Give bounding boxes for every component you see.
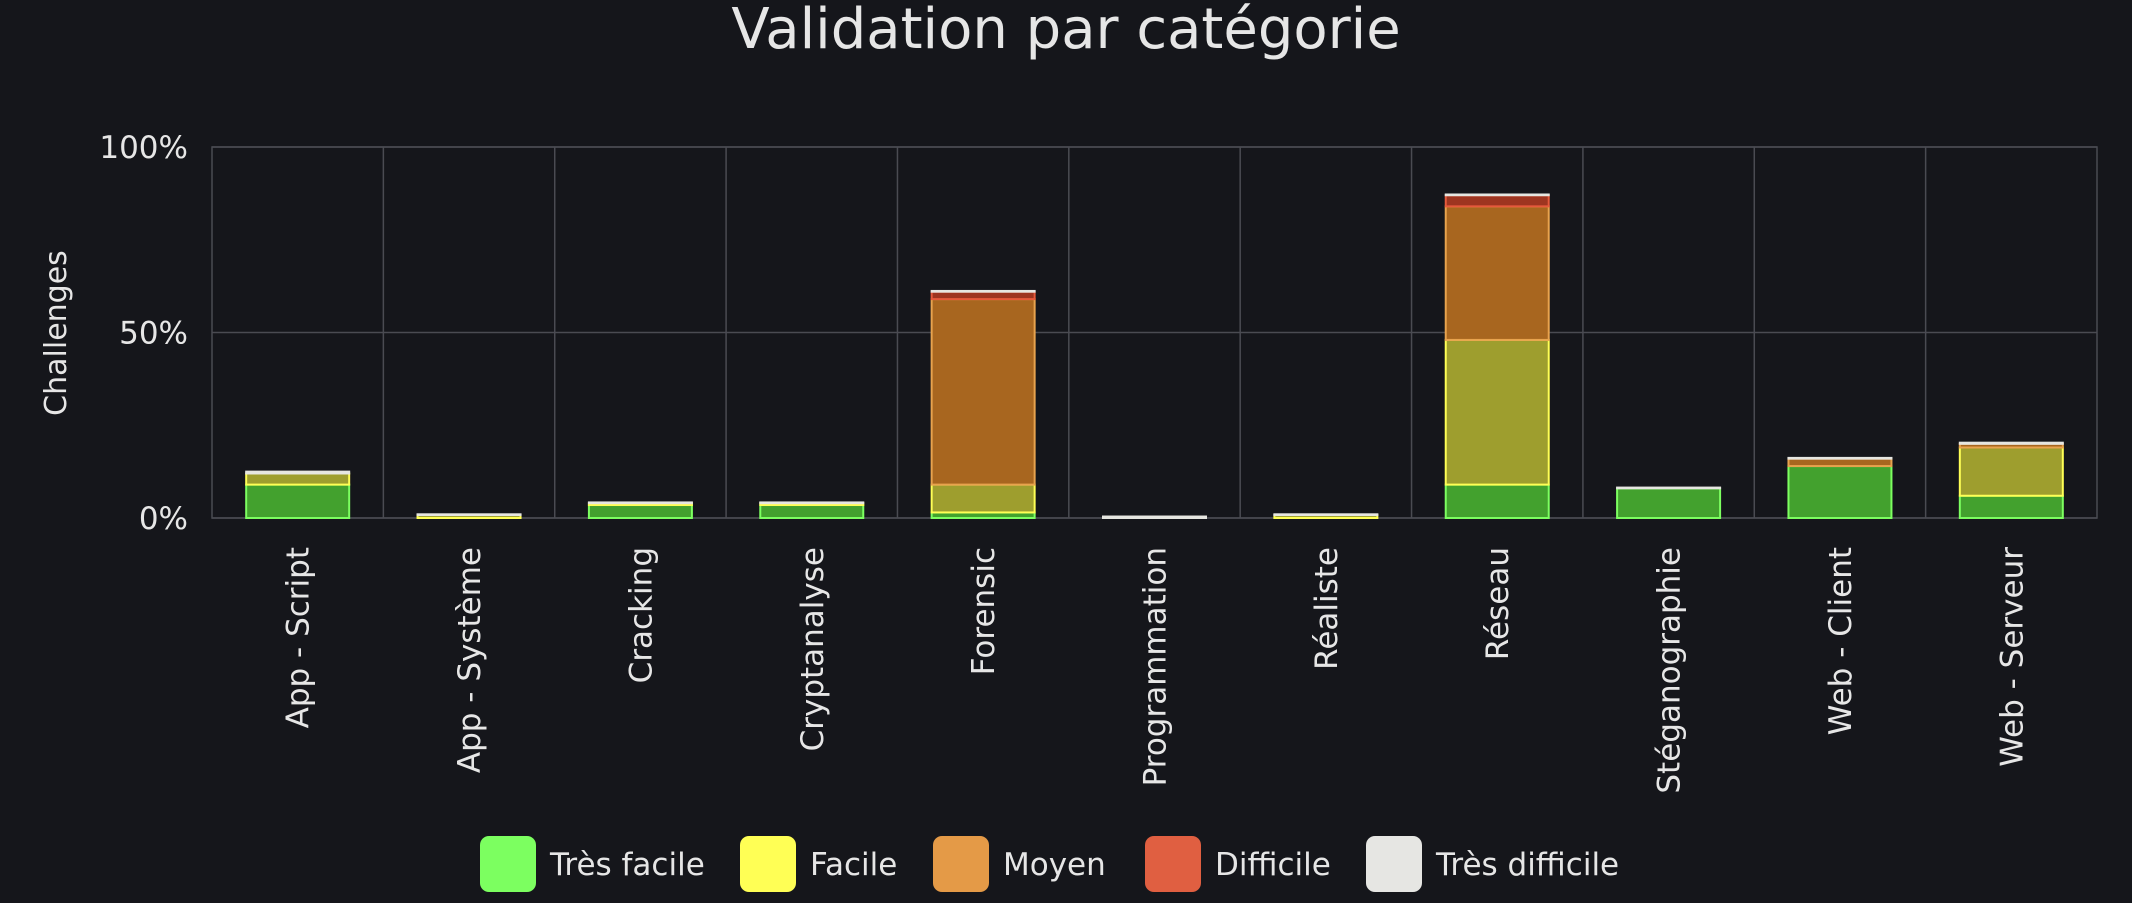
- bar-segment[interactable]: [1616, 486, 1722, 490]
- legend-swatch: [933, 836, 989, 892]
- bars: [245, 193, 2064, 520]
- bar-segment[interactable]: [587, 504, 693, 520]
- y-tick-label: 0%: [139, 501, 188, 537]
- bar-segment[interactable]: [1444, 483, 1550, 519]
- bar-segment[interactable]: [759, 501, 865, 505]
- legend-item[interactable]: Facile: [740, 836, 897, 892]
- bar-segment[interactable]: [930, 289, 1036, 293]
- x-tick-label: App - Script: [281, 547, 317, 728]
- legend-label: Très facile: [549, 847, 705, 883]
- legend-label: Moyen: [1003, 847, 1106, 883]
- y-tick-label: 50%: [119, 316, 188, 352]
- bar-segment[interactable]: [1273, 513, 1379, 517]
- x-tick-label: Stéganographie: [1652, 547, 1688, 794]
- bar-segment[interactable]: [1444, 205, 1550, 341]
- legend-swatch: [1366, 836, 1422, 892]
- bar-segment[interactable]: [1444, 193, 1550, 197]
- bar-segment[interactable]: [1958, 494, 2064, 519]
- x-tick-label: Réaliste: [1309, 547, 1345, 670]
- bar-segment[interactable]: [1787, 465, 1893, 519]
- x-tick-label: Programmation: [1138, 547, 1174, 786]
- x-tick-label: Web - Client: [1823, 547, 1859, 735]
- x-tick-label: Forensic: [966, 547, 1002, 675]
- bar-segment[interactable]: [1444, 194, 1550, 208]
- legend-label: Très difficile: [1435, 847, 1619, 883]
- x-axis-ticks: App - Script App - Système Cracking Cryptan…: [281, 547, 2031, 794]
- bar-segment[interactable]: [930, 290, 1036, 301]
- legend-item[interactable]: Moyen: [933, 836, 1106, 892]
- legend-label: Difficile: [1215, 847, 1331, 883]
- bar-segment[interactable]: [245, 470, 351, 475]
- legend-item[interactable]: Très difficile: [1366, 836, 1619, 892]
- legend-swatch: [480, 836, 536, 892]
- y-tick-label: 100%: [99, 130, 188, 166]
- legend-label: Facile: [810, 847, 897, 883]
- legend-swatch: [1145, 836, 1201, 892]
- bar-segment[interactable]: [1787, 457, 1893, 468]
- bar-segment[interactable]: [1444, 338, 1550, 486]
- y-axis-label: Challenges: [39, 250, 74, 416]
- legend-swatch: [740, 836, 796, 892]
- x-tick-label: Web - Serveur: [1994, 547, 2030, 767]
- bar-segment[interactable]: [930, 483, 1036, 514]
- bar-segment[interactable]: [1958, 441, 2064, 445]
- y-axis-ticks: 0% 50% 100%: [99, 130, 188, 537]
- bar-segment[interactable]: [245, 472, 351, 486]
- legend-item[interactable]: Difficile: [1145, 836, 1331, 892]
- x-tick-label: Cracking: [623, 547, 659, 683]
- x-tick-label: Réseau: [1480, 547, 1516, 660]
- bar-segment[interactable]: [587, 501, 693, 505]
- chart-title: Validation par catégorie: [731, 0, 1400, 62]
- bar-segment[interactable]: [1787, 456, 1893, 460]
- legend-item[interactable]: Très facile: [480, 836, 705, 892]
- bar-segment[interactable]: [245, 483, 351, 519]
- bar-segment[interactable]: [1616, 487, 1722, 520]
- x-tick-label: Cryptanalyse: [795, 547, 831, 751]
- bar-segment[interactable]: [1958, 446, 2064, 497]
- legend[interactable]: Très facile Facile Moyen Difficile Très diff…: [480, 836, 1619, 892]
- bar-segment[interactable]: [1102, 515, 1207, 519]
- x-tick-label: App - Système: [452, 547, 488, 773]
- bar-segment[interactable]: [416, 513, 522, 517]
- bar-segment[interactable]: [930, 298, 1036, 486]
- bar-segment[interactable]: [759, 504, 865, 520]
